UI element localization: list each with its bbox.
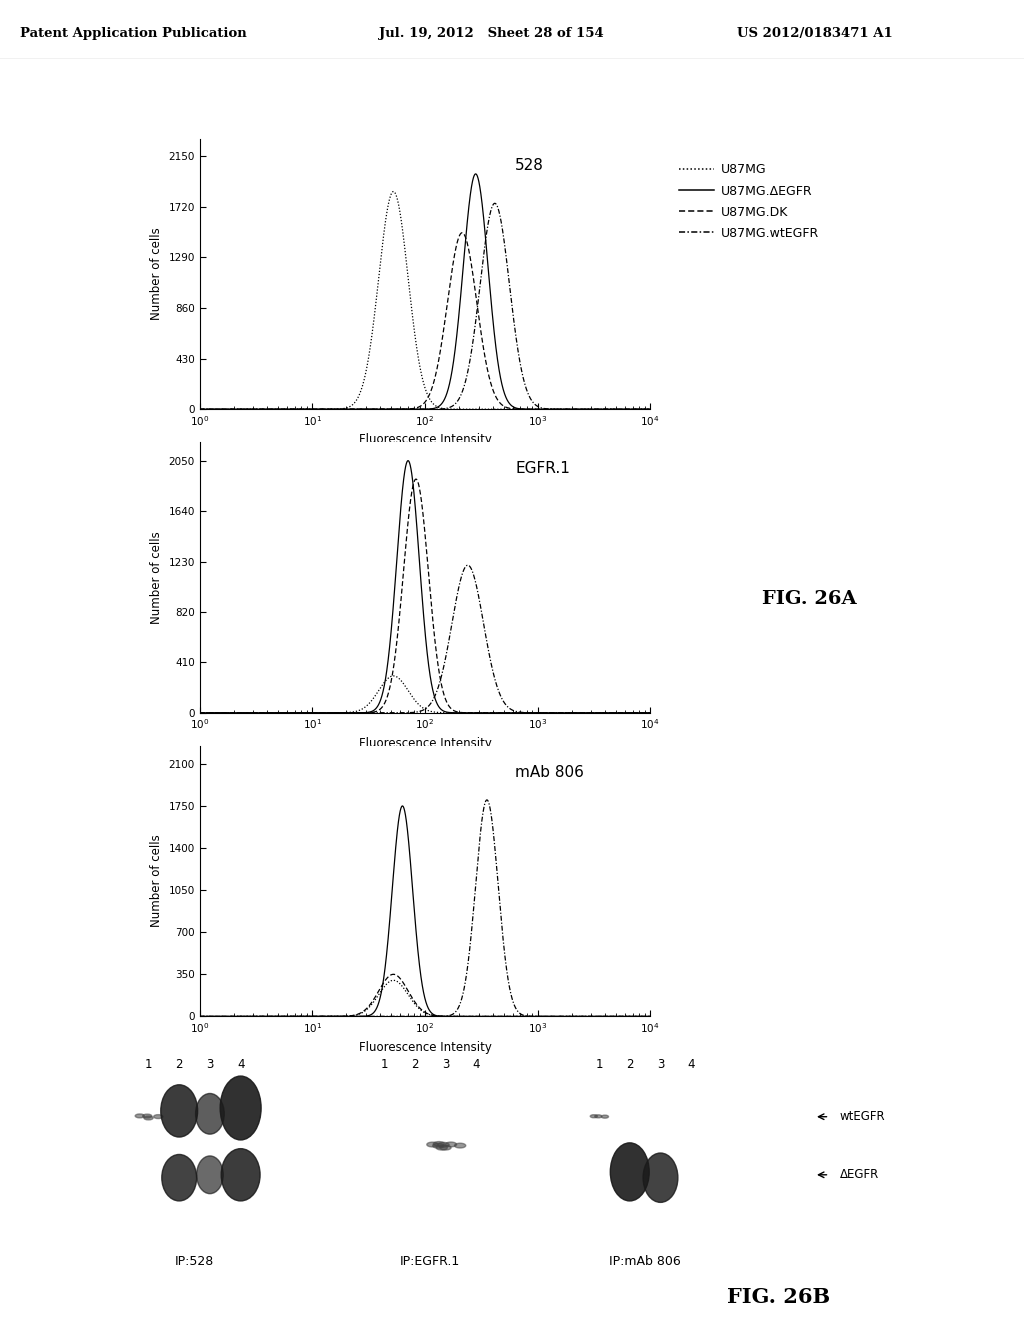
- Ellipse shape: [433, 1143, 444, 1148]
- Text: 3: 3: [206, 1057, 214, 1071]
- Text: IP:EGFR.1: IP:EGFR.1: [400, 1255, 460, 1269]
- X-axis label: Fluorescence Intensity: Fluorescence Intensity: [358, 433, 492, 446]
- Text: US 2012/0183471 A1: US 2012/0183471 A1: [737, 26, 893, 40]
- Ellipse shape: [221, 1148, 260, 1201]
- Ellipse shape: [427, 1142, 438, 1147]
- Text: Jul. 19, 2012   Sheet 28 of 154: Jul. 19, 2012 Sheet 28 of 154: [379, 26, 603, 40]
- Ellipse shape: [135, 1114, 144, 1118]
- Ellipse shape: [595, 1115, 602, 1118]
- Text: FIG. 26B: FIG. 26B: [727, 1287, 829, 1307]
- Text: 1: 1: [595, 1057, 603, 1071]
- X-axis label: Fluorescence Intensity: Fluorescence Intensity: [358, 1040, 492, 1053]
- Y-axis label: Number of cells: Number of cells: [150, 227, 163, 321]
- Text: 2: 2: [411, 1057, 419, 1071]
- Text: mAb 806: mAb 806: [515, 764, 584, 780]
- Ellipse shape: [643, 1154, 678, 1203]
- Ellipse shape: [144, 1115, 154, 1119]
- Ellipse shape: [438, 1142, 450, 1147]
- Text: 4: 4: [687, 1057, 695, 1071]
- Ellipse shape: [154, 1114, 163, 1118]
- Y-axis label: Number of cells: Number of cells: [150, 834, 163, 928]
- Text: IP:528: IP:528: [175, 1255, 214, 1269]
- Ellipse shape: [610, 1143, 649, 1201]
- Ellipse shape: [445, 1142, 457, 1147]
- Text: 1: 1: [380, 1057, 388, 1071]
- Y-axis label: Number of cells: Number of cells: [150, 531, 163, 624]
- Text: 3: 3: [656, 1057, 665, 1071]
- Ellipse shape: [197, 1156, 223, 1193]
- Text: 2: 2: [175, 1057, 183, 1071]
- Ellipse shape: [590, 1114, 597, 1118]
- Ellipse shape: [440, 1146, 452, 1150]
- Ellipse shape: [601, 1115, 608, 1118]
- Text: 1: 1: [144, 1057, 153, 1071]
- Text: 4: 4: [472, 1057, 480, 1071]
- Text: Patent Application Publication: Patent Application Publication: [20, 26, 247, 40]
- Legend: U87MG, U87MG.ΔEGFR, U87MG.DK, U87MG.wtEGFR: U87MG, U87MG.ΔEGFR, U87MG.DK, U87MG.wtEG…: [674, 158, 824, 244]
- Text: ΔEGFR: ΔEGFR: [840, 1168, 879, 1181]
- Ellipse shape: [196, 1093, 224, 1134]
- Text: wtEGFR: wtEGFR: [840, 1110, 886, 1123]
- Text: 4: 4: [237, 1057, 245, 1071]
- Ellipse shape: [455, 1143, 466, 1148]
- Ellipse shape: [162, 1155, 197, 1201]
- Text: 528: 528: [515, 157, 544, 173]
- Ellipse shape: [436, 1146, 447, 1150]
- Text: EGFR.1: EGFR.1: [515, 461, 570, 477]
- Text: 3: 3: [441, 1057, 450, 1071]
- X-axis label: Fluorescence Intensity: Fluorescence Intensity: [358, 737, 492, 750]
- Ellipse shape: [220, 1076, 261, 1140]
- Text: 2: 2: [626, 1057, 634, 1071]
- Text: FIG. 26A: FIG. 26A: [762, 590, 856, 609]
- Text: IP:mAb 806: IP:mAb 806: [609, 1255, 681, 1269]
- Ellipse shape: [161, 1085, 198, 1137]
- Ellipse shape: [433, 1142, 444, 1146]
- Ellipse shape: [142, 1114, 152, 1118]
